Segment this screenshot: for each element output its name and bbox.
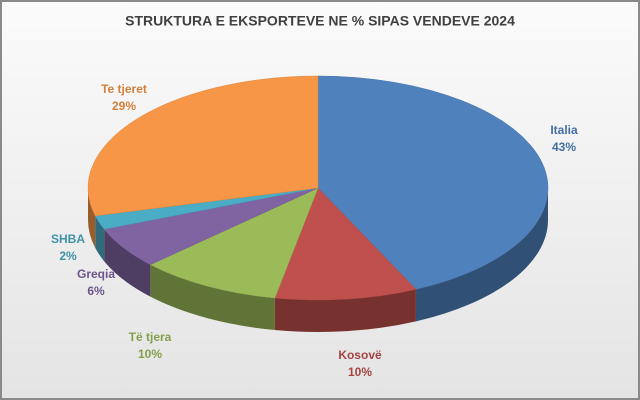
slice-side [104, 229, 151, 297]
slice-value-label: 29% [112, 99, 136, 113]
slice [149, 187, 319, 299]
slice-label: SHBA [51, 232, 85, 246]
slice-label: Greqia [77, 267, 115, 281]
slice-side [150, 264, 275, 331]
slice-side [415, 188, 548, 322]
slice [317, 75, 549, 290]
slice-value-label: 2% [59, 249, 77, 263]
slice [274, 187, 417, 301]
slice-value-label: 10% [348, 365, 372, 379]
slice [87, 75, 319, 217]
slice-label: Kosovë [338, 348, 382, 362]
slice-value-label: 43% [552, 140, 576, 154]
chart-title: STRUKTURA E EKSPORTEVE NE % SIPAS VENDEV… [125, 13, 515, 29]
slice-label: Italia [550, 123, 578, 137]
slice-side [95, 215, 105, 262]
slice-label: Të tjera [129, 330, 172, 344]
slice-label: Te tjeret [101, 82, 147, 96]
slice-value-label: 10% [138, 347, 162, 361]
slice-value-label: 6% [87, 284, 105, 298]
